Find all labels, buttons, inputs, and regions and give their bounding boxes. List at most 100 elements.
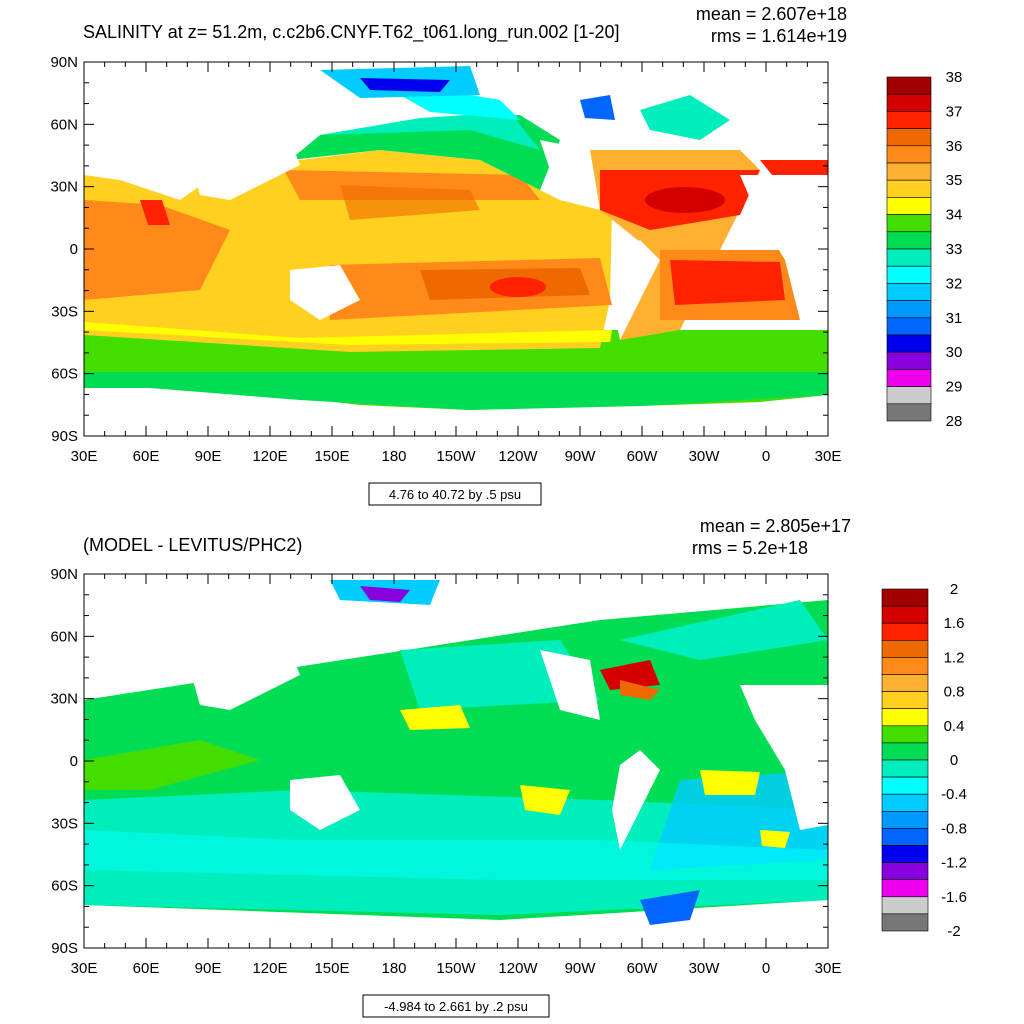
colorbar: 38 37 36 35 34 33 32 31 30 29 28 [886, 69, 963, 430]
colorbar-swatch [886, 317, 932, 336]
x-tick-label: 150W [436, 448, 476, 465]
colorbar-swatch [881, 759, 929, 778]
x-tick-label: 120W [498, 960, 538, 977]
colorbar-label: 0 [950, 752, 958, 769]
colorbar-swatch [886, 403, 932, 422]
x-tick-label: 150E [314, 960, 349, 977]
colorbar-swatch [881, 896, 929, 915]
colorbar-label: 30 [946, 344, 963, 361]
y-tick-label: 90S [51, 940, 78, 957]
panel-difference: 30E 60E 90E 120E 150E 180 150W 120W 90W 60W 30W 0 30… [50, 516, 967, 1018]
x-tick-label: 90W [565, 448, 597, 465]
axis-ticks: 30E 60E 90E 120E 150E 180 150W 120W 90W 60W 30W 0 30… [50, 54, 841, 465]
colorbar-label: 38 [946, 69, 963, 86]
x-tick-label: 60E [133, 960, 160, 977]
axis-ticks: 30E 60E 90E 120E 150E 180 150W 120W 90W 60W 30W 0 30… [50, 566, 841, 977]
colorbar-label: 32 [946, 275, 963, 292]
chart-title: SALINITY at z= 51.2m, c.c2b6.CNYF.T62_t0… [83, 22, 619, 43]
colorbar-label: 31 [946, 310, 963, 327]
info-box [362, 994, 550, 1018]
colorbar-swatch [886, 145, 932, 164]
colorbar-swatch [886, 128, 932, 147]
colorbar-label: 34 [946, 207, 963, 224]
mean-stat: mean = 2.805e+17 [700, 516, 851, 536]
colorbar-swatch [881, 725, 929, 744]
colorbar-swatch [881, 810, 929, 829]
x-tick-label: 90E [195, 448, 222, 465]
colorbar-label: 28 [946, 413, 963, 430]
colorbar-swatch [881, 845, 929, 863]
colorbar-swatch [881, 913, 929, 932]
colorbar-swatch [881, 605, 929, 624]
colorbar-label: 35 [946, 172, 963, 189]
colorbar-swatch [881, 588, 929, 607]
colorbar-swatch [881, 657, 929, 675]
colorbar-swatch [881, 862, 929, 880]
colorbar-label: 29 [946, 379, 963, 396]
colorbar-swatch [881, 793, 929, 812]
colorbar-swatch [886, 300, 932, 319]
colorbar-swatch [886, 386, 932, 405]
y-tick-label: 30S [51, 303, 78, 320]
y-tick-label: 0 [70, 753, 78, 770]
y-tick-label: 60N [50, 628, 78, 645]
y-tick-label: 90S [51, 428, 78, 445]
x-tick-label: 0 [762, 448, 770, 465]
colorbar-swatch [881, 828, 929, 846]
colorbar-label: 33 [946, 241, 963, 258]
colorbar-swatch [886, 231, 932, 250]
colorbar-label: -2 [947, 923, 960, 940]
x-tick-label: 30E [815, 448, 842, 465]
colorbar-swatch [886, 179, 932, 198]
x-tick-label: 120E [252, 448, 287, 465]
colorbar: 2 1.6 1.2 0.8 0.4 0 -0.4 -0.8 -1.2 -1.6 -2 [881, 581, 967, 940]
colorbar-swatch [881, 879, 929, 898]
x-tick-label: 60W [627, 448, 659, 465]
info-box [368, 482, 542, 506]
colorbar-swatch [881, 742, 929, 761]
rms-stat: rms = 5.2e+18 [692, 538, 808, 558]
colorbar-swatch [886, 265, 932, 284]
chart-title: (MODEL - LEVITUS/PHC2) [83, 535, 302, 555]
colorbar-label: 1.2 [944, 649, 965, 666]
x-tick-label: 60W [627, 960, 659, 977]
x-tick-label: 0 [762, 960, 770, 977]
colorbar-swatch [886, 369, 932, 387]
colorbar-label: 1.6 [944, 615, 965, 632]
y-tick-label: 30N [50, 179, 78, 196]
x-tick-label: 30W [689, 960, 721, 977]
x-tick-label: 150E [314, 448, 349, 465]
colorbar-swatch [881, 622, 929, 641]
colorbar-swatch [886, 283, 932, 301]
colorbar-swatch [886, 76, 932, 95]
y-tick-label: 60N [50, 116, 78, 133]
y-tick-label: 30S [51, 815, 78, 832]
colorbar-swatch [886, 93, 932, 112]
x-tick-label: 180 [381, 448, 406, 465]
salinity-field [84, 62, 828, 436]
panel-salinity: 30E 60E 90E 120E 150E 180 150W 120W 90W 60W 30W 0 30… [50, 4, 963, 506]
colorbar-label: 0.8 [944, 684, 965, 701]
difference-field [84, 574, 828, 948]
colorbar-swatch [881, 776, 929, 795]
colorbar-swatch [886, 162, 932, 181]
x-tick-label: 180 [381, 960, 406, 977]
y-tick-label: 60S [51, 878, 78, 895]
x-tick-label: 30E [71, 960, 98, 977]
colorbar-swatch [881, 691, 929, 709]
colorbar-swatch [881, 674, 929, 692]
y-tick-label: 90N [50, 566, 78, 583]
x-tick-label: 90W [565, 960, 597, 977]
x-tick-label: 90E [195, 960, 222, 977]
colorbar-swatch [881, 639, 929, 658]
colorbar-swatch [886, 351, 932, 370]
colorbar-label: -1.6 [941, 889, 967, 906]
x-tick-label: 120W [498, 448, 538, 465]
colorbar-label: 37 [946, 103, 963, 120]
x-tick-label: 60E [133, 448, 160, 465]
colorbar-swatch [886, 197, 932, 215]
colorbar-label: -0.8 [941, 820, 967, 837]
x-tick-label: 30E [71, 448, 98, 465]
x-tick-label: 30E [815, 960, 842, 977]
colorbar-swatch [886, 248, 932, 267]
